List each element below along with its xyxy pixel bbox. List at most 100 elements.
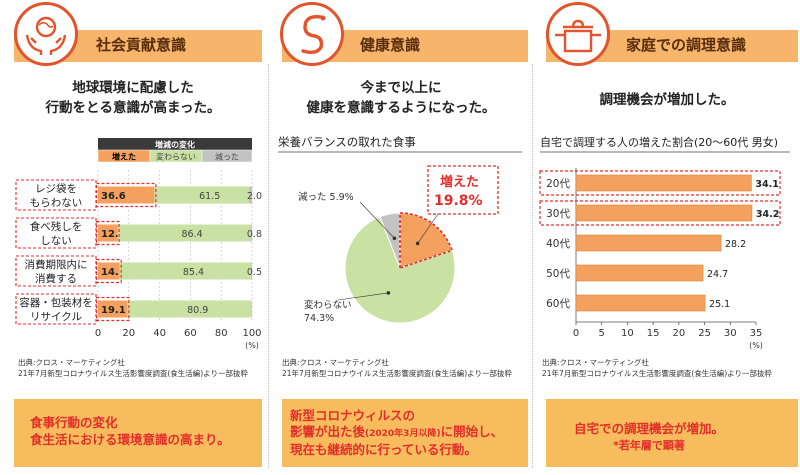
bar-segment — [117, 224, 251, 242]
category-label: 40代 — [546, 238, 570, 250]
x-tick-label: 25 — [698, 328, 711, 339]
divider — [532, 64, 533, 468]
category-label: 消費する — [35, 272, 77, 285]
bar-segment — [154, 186, 250, 204]
highlight-box — [539, 200, 781, 226]
leader-line — [359, 201, 395, 239]
panel-social: 社会貢献意識 地球環境に配慮した 行動をとる意識が高まった。 増減の変化 増えた 変… — [0, 0, 266, 475]
source-line: 21年7月新型コロナウイルス生活影響度調査(食生活編)より一部抜粋 — [282, 369, 513, 378]
highlight-box — [539, 170, 781, 196]
chart-title: 自宅で調理する人の増えた割合(20〜60代 男女) — [540, 135, 778, 149]
x-tick-label: 15 — [647, 328, 660, 339]
summary-part: 影響が出た後 — [290, 424, 366, 439]
leader-dot — [386, 291, 391, 295]
data-label: 61.5 — [199, 191, 220, 202]
summary-note: *若年層で顕著 — [613, 439, 685, 452]
category-label: もらわない — [30, 197, 83, 209]
data-label: 86.4 — [182, 229, 203, 240]
summary-line: 新型コロナウィルスの — [290, 408, 416, 423]
category-label: リサイクル — [30, 311, 82, 323]
bar-segment — [98, 224, 118, 242]
chart-title: 栄養バランスの取れた食事 — [278, 135, 416, 149]
summary-box — [14, 399, 262, 467]
pie-slice — [344, 216, 456, 324]
bar-segment — [127, 300, 252, 318]
cooking-pot-icon — [546, 2, 610, 66]
highlight-box — [95, 296, 130, 322]
data-label: 14.1 — [101, 267, 126, 278]
slice-label: 減った 5.9% — [298, 191, 354, 203]
summary-line: 食生活における環境意識の高まり。 — [30, 432, 230, 447]
category-box — [15, 255, 97, 287]
highlight-box — [95, 258, 122, 284]
panel-headline: 今まで以上に 健康を意識するようになった。 — [268, 78, 534, 118]
panel-title: 家庭での調理意識 — [626, 36, 747, 54]
x-tick-label: 0 — [95, 328, 101, 339]
leader-line — [417, 213, 439, 244]
summary-part-small: (2020年3月以降) — [365, 429, 441, 439]
headline-line: 地球環境に配慮した — [72, 80, 194, 96]
data-label: 36.6 — [101, 191, 126, 202]
legend-entry: 減った — [215, 152, 239, 162]
source-note: 出典:クロス・マーケティング社 21年7月新型コロナウイルス生活影響度調査(食生… — [18, 357, 248, 379]
source-note: 出典:クロス・マーケティング社 21年7月新型コロナウイルス生活影響度調査(食生… — [282, 357, 512, 379]
slice-value: 74.3% — [304, 313, 334, 324]
category-label: 30代 — [546, 208, 570, 220]
x-tick-label: 100 — [242, 328, 261, 339]
data-label: 34.2 — [756, 209, 779, 220]
panel-title: 健康意識 — [360, 36, 421, 54]
x-tick-label: 30 — [724, 328, 737, 339]
summary-line: 影響が出た後(2020年3月以降)に開始し、 — [290, 424, 503, 442]
x-unit-label: (%) — [749, 341, 763, 350]
source-line: 出典:クロス・マーケティング社 — [282, 358, 389, 367]
source-line: 21年7月新型コロナウイルス生活影響度調査(食生活編)より一部抜粋 — [542, 369, 773, 378]
headline-line: 健康を意識するようになった。 — [306, 100, 496, 116]
headline-line: 行動をとる意識が高まった。 — [45, 100, 221, 116]
data-label: 24.7 — [707, 269, 728, 280]
headline-line: 今まで以上に — [360, 80, 442, 96]
source-line: 21年7月新型コロナウイルス生活影響度調査(食生活編)より一部抜粋 — [18, 369, 249, 378]
bar-segment — [249, 186, 253, 204]
source-note: 出典:クロス・マーケティング社 21年7月新型コロナウイルス生活影響度調査(食生… — [542, 357, 772, 379]
bar — [575, 204, 753, 222]
summary-box — [282, 399, 528, 467]
slice-value: 19.8% — [434, 193, 483, 209]
summary-line: 自宅での調理機会が増加。 — [574, 421, 725, 436]
x-unit-label: (%) — [245, 341, 259, 350]
summary-line: 現在も継続的に行っている行動。 — [290, 442, 477, 457]
divider — [268, 64, 269, 468]
category-box — [15, 293, 97, 325]
legend-title-box — [98, 138, 252, 150]
bar-segment — [98, 300, 128, 318]
bar-segment — [119, 262, 252, 280]
bar-segment — [98, 186, 155, 204]
data-label: 0.8 — [247, 229, 262, 240]
panel-health: 健康意識 今まで以上に 健康を意識するようになった。 栄養バランスの取れた食事増… — [268, 0, 534, 475]
category-label: 60代 — [546, 298, 570, 310]
bar-segment — [98, 262, 120, 280]
data-label: 19.1 — [101, 305, 126, 316]
legend-title: 増減の変化 — [155, 140, 195, 150]
bar-segment — [250, 224, 252, 242]
slice-label: 変わらない — [304, 299, 352, 311]
category-label: しない — [40, 235, 72, 247]
data-label: 85.4 — [183, 267, 204, 278]
stylized-s-icon — [280, 2, 344, 66]
leader-line — [337, 292, 389, 301]
x-tick-label: 20 — [672, 328, 685, 339]
data-label: 2.0 — [247, 191, 262, 202]
horizontal-bar-chart: 自宅で調理する人の増えた割合(20〜60代 男女) 0 5 10 15 20 25 30 35 (… — [539, 135, 790, 350]
bar-segment — [251, 262, 252, 280]
data-label: 12.7 — [101, 229, 126, 240]
data-label: 28.2 — [725, 239, 746, 250]
summary-text: 自宅での調理機会が増加。 *若年層で顕著 — [574, 420, 724, 454]
category-box — [15, 179, 97, 211]
category-label: 食べ残しを — [30, 220, 83, 233]
summary-line: 食事行動の変化 — [30, 415, 118, 430]
source-line: 出典:クロス・マーケティング社 — [542, 358, 649, 367]
slice-label: 増えた — [440, 174, 479, 190]
highlight-box — [95, 220, 120, 246]
category-box — [15, 217, 97, 249]
